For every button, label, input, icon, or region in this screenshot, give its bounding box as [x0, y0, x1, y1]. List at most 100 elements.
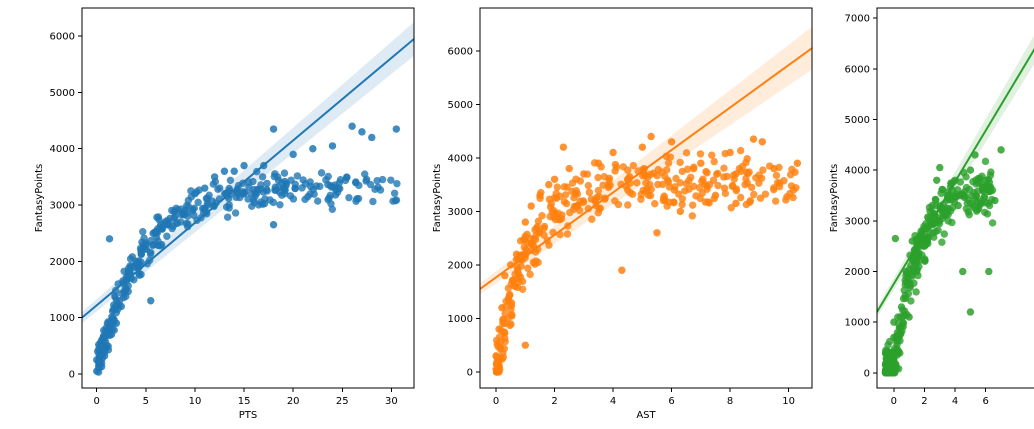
data-point [981, 208, 989, 217]
axes-frame [81, 7, 415, 389]
data-point [893, 313, 902, 321]
data-point [507, 320, 515, 328]
data-point [163, 232, 171, 240]
data-point [358, 128, 366, 136]
data-point [789, 193, 797, 202]
data-point [335, 179, 344, 187]
y-tick-label: 6000 [448, 46, 473, 57]
data-point [688, 201, 697, 209]
data-point [664, 178, 673, 186]
x-tick-label: 0 [94, 396, 100, 407]
data-point [94, 361, 103, 370]
data-point [559, 143, 568, 151]
data-point [758, 138, 766, 146]
data-point [362, 177, 370, 185]
data-point [965, 211, 973, 219]
data-point [518, 285, 527, 293]
data-point [595, 192, 603, 201]
data-point [609, 148, 617, 157]
data-point [594, 173, 602, 182]
data-point [975, 202, 983, 210]
data-point [173, 219, 182, 228]
plot-area-1 [82, 22, 414, 376]
y-tick-label: 4000 [50, 144, 75, 155]
data-point [920, 255, 929, 263]
data-point [258, 200, 267, 208]
data-point [940, 230, 948, 238]
data-point [102, 342, 111, 350]
y-tick-label: 5000 [448, 100, 473, 111]
data-point [527, 202, 535, 210]
data-point [566, 208, 574, 217]
data-point [948, 218, 956, 227]
x-tick-label: 6 [983, 396, 989, 407]
data-point [665, 198, 674, 207]
x-tick-label: 20 [287, 396, 300, 407]
data-point [732, 185, 740, 193]
data-point [985, 267, 993, 276]
y-tick-label: 2000 [845, 267, 870, 278]
data-point [770, 164, 778, 173]
data-point [226, 176, 235, 185]
data-point [959, 267, 967, 276]
data-point [93, 367, 101, 375]
data-point [345, 193, 353, 202]
data-point [932, 227, 940, 236]
data-point [236, 193, 244, 202]
axes-frame [479, 7, 813, 389]
data-point [908, 237, 916, 245]
data-point [342, 173, 351, 181]
x-tick-label: 8 [727, 396, 733, 407]
data-point [181, 206, 189, 215]
data-point [289, 195, 298, 203]
data-point [560, 183, 568, 191]
data-point [111, 291, 119, 300]
data-point [891, 234, 900, 243]
data-point [682, 180, 691, 188]
data-point [107, 330, 116, 339]
data-point [890, 318, 898, 326]
data-point [550, 175, 559, 183]
data-point [997, 146, 1005, 154]
x-tick-label: 25 [336, 396, 349, 407]
data-point [674, 190, 683, 198]
data-point [112, 319, 121, 327]
data-point [749, 135, 758, 143]
data-point [689, 182, 698, 190]
data-point [703, 169, 711, 177]
data-point [520, 243, 529, 251]
data-point [907, 261, 915, 270]
data-point [690, 163, 698, 171]
data-point [326, 191, 334, 200]
data-point [161, 218, 170, 226]
data-point [890, 366, 898, 374]
data-point [986, 171, 995, 180]
data-point [890, 333, 898, 342]
data-point [281, 189, 289, 198]
data-point [157, 242, 165, 250]
data-point [205, 191, 213, 199]
data-point [663, 166, 671, 174]
data-point [653, 172, 661, 180]
data-point [633, 179, 641, 187]
data-point [708, 151, 716, 159]
x-tick-label: 4 [610, 396, 616, 407]
data-point [638, 143, 647, 151]
data-point [299, 176, 307, 184]
data-point [507, 261, 515, 269]
data-point [933, 176, 941, 184]
data-point [897, 303, 906, 311]
data-point [352, 178, 360, 186]
data-point [938, 238, 946, 246]
data-point [115, 297, 124, 305]
data-point [534, 217, 543, 225]
data-point [676, 207, 685, 216]
data-point [201, 184, 209, 192]
data-point [793, 159, 802, 167]
data-point [561, 191, 570, 199]
data-point [230, 167, 238, 175]
x-tick-label: 5 [143, 396, 149, 407]
data-point [572, 175, 580, 183]
data-point [667, 138, 676, 146]
data-point [545, 241, 553, 249]
